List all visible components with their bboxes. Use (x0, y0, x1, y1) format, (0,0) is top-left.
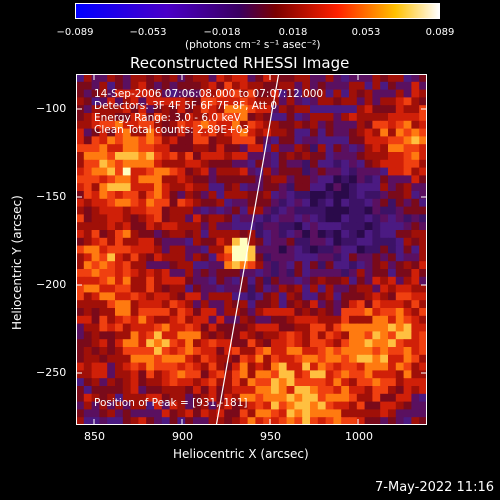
annotation-clean: Clean Total counts: 2.89E+03 (94, 124, 250, 136)
x-axis-label: Heliocentric X (arcsec) (173, 447, 309, 461)
colorbar-tick: −0.053 (129, 27, 167, 38)
x-tick: 1000 (345, 430, 373, 443)
y-tick: −150 (36, 190, 67, 203)
colorbar-tick: 0.053 (351, 27, 381, 38)
annotation-time: 14-Sep-2006 07:06:08.000 to 07:07:12.000 (94, 88, 324, 100)
y-tick: −200 (36, 278, 67, 291)
image-title: Reconstructed RHESSI Image (130, 54, 350, 72)
x-tick: 950 (260, 430, 281, 443)
rhessi-image: 14-Sep-2006 07:06:08.000 to 07:07:12.000… (76, 74, 427, 425)
x-tick: 850 (84, 430, 105, 443)
colorbar-tick: −0.018 (203, 27, 241, 38)
annotation-energy: Energy Range: 3.0 - 6.0 keV (94, 112, 241, 124)
y-axis-label: Heliocentric Y (arcsec) (10, 195, 24, 330)
colorbar-tick: 0.089 (425, 27, 455, 38)
heatmap-image (76, 74, 427, 425)
x-tick: 900 (172, 430, 193, 443)
colorbar-tick: −0.089 (56, 27, 94, 38)
annotation-peak: Position of Peak = [931,-181] (94, 397, 248, 409)
solar-limb-line (215, 74, 280, 425)
colorbar (75, 3, 440, 19)
annotation-detectors: Detectors: 3F 4F 5F 6F 7F 8F, Att 0 (94, 100, 278, 112)
y-tick: −250 (36, 366, 67, 379)
timestamp: 7-May-2022 11:16 (375, 480, 494, 495)
colorbar-tick: 0.018 (278, 27, 308, 38)
colorbar-unit: (photons cm⁻² s⁻¹ asec⁻²) (185, 39, 321, 51)
y-tick: −100 (36, 102, 67, 115)
